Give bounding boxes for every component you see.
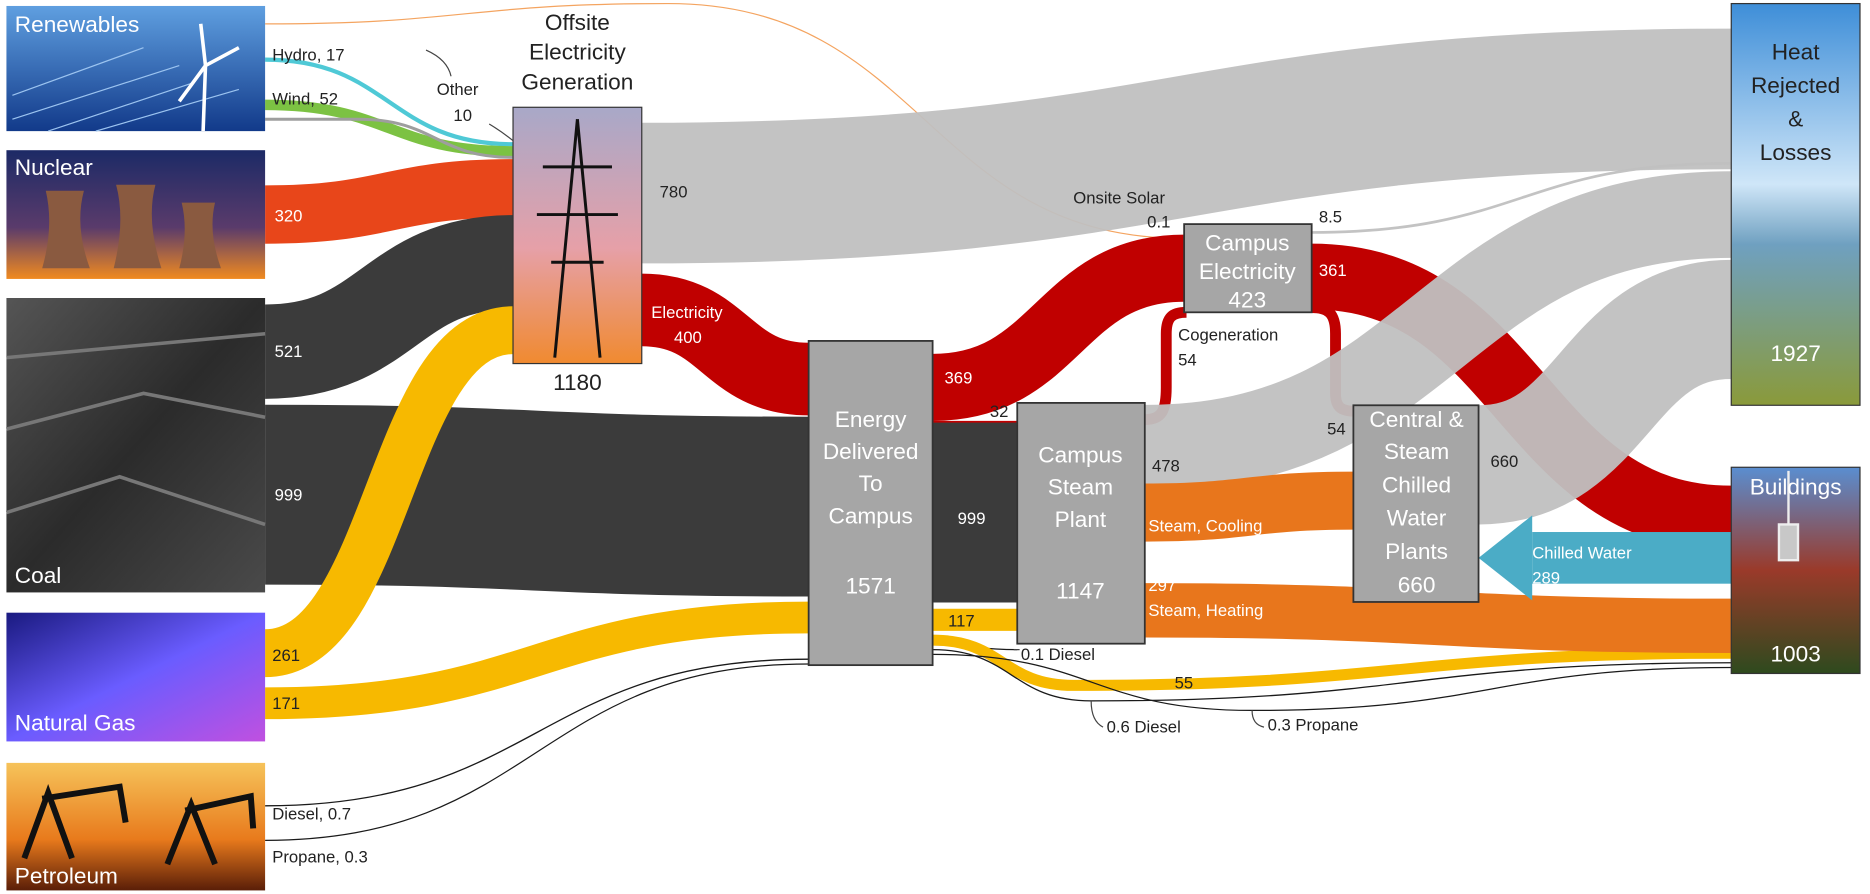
node-label: Campus: [1205, 230, 1289, 255]
source-label: Nuclear: [15, 155, 93, 180]
link-value: 999: [958, 509, 986, 528]
node-label: Plants: [1385, 539, 1448, 564]
link-value: 10: [453, 106, 472, 125]
node-label: Steam: [1384, 439, 1449, 464]
node-value: 423: [1228, 288, 1266, 313]
link-label: Chilled Water: [1532, 544, 1632, 563]
node-label: Rejected: [1751, 73, 1840, 98]
offsite-image: [513, 107, 642, 363]
node-label: Heat: [1772, 40, 1821, 65]
node-value: 1147: [1056, 578, 1105, 603]
node-label: Chilled: [1382, 472, 1451, 497]
link-value: 117: [948, 612, 975, 631]
source-label: Renewables: [15, 12, 140, 37]
link-value: 297: [1148, 576, 1176, 595]
link-value: 361: [1319, 261, 1347, 280]
node-label: Central &: [1369, 407, 1463, 432]
link-label: 0.3 Propane: [1268, 715, 1359, 734]
link-label: Steam, Cooling: [1148, 516, 1262, 535]
link-value: 32: [990, 402, 1009, 421]
node-value: 1180: [553, 370, 602, 395]
node-label: Offsite: [545, 10, 610, 35]
flow: [265, 495, 809, 507]
link-value: 400: [674, 328, 702, 347]
link-label: Electricity: [651, 303, 723, 322]
link-label: Cogeneration: [1178, 326, 1278, 345]
link-value: 478: [1152, 457, 1180, 476]
node-label: Energy: [835, 407, 907, 432]
link-value: 55: [1175, 674, 1194, 693]
node-label: Losses: [1760, 140, 1832, 165]
flow: [265, 659, 809, 806]
flow: [265, 105, 513, 151]
node-value: 660: [1398, 572, 1436, 597]
source-label: Petroleum: [15, 863, 118, 888]
page: Renewables Nuclear Coal Natural Gas Petr…: [0, 0, 1870, 894]
link-value: 0.1: [1147, 212, 1170, 231]
node-label: Steam: [1048, 475, 1113, 500]
source-label: Natural Gas: [15, 711, 136, 736]
link-value: 261: [272, 646, 300, 665]
link-value: 369: [945, 368, 973, 387]
link-value: 320: [275, 206, 303, 225]
node-label: &: [1788, 106, 1803, 131]
node-label: Electricity: [529, 40, 626, 65]
link-label: Other: [437, 80, 479, 99]
link-value: 999: [275, 485, 303, 504]
link-value: 318: [1148, 544, 1176, 563]
node-value: 1571: [845, 574, 895, 599]
flow: [1145, 501, 1354, 513]
link-label: Onsite Solar: [1073, 188, 1165, 207]
link-label: 0.1 Diesel: [1021, 645, 1095, 664]
flow: [642, 99, 1731, 193]
node-label: Water: [1387, 506, 1447, 531]
sankey-diagram: Renewables Nuclear Coal Natural Gas Petr…: [0, 0, 1870, 894]
node-label: Campus: [829, 503, 913, 528]
flows: [265, 4, 1731, 841]
arrow-head: [1479, 515, 1533, 600]
link-value: 780: [660, 183, 688, 202]
node-label: Campus: [1038, 443, 1122, 468]
link-label: 0.6 Diesel: [1107, 718, 1181, 737]
node-label: Generation: [521, 69, 633, 94]
node-label: Delivered: [823, 439, 919, 464]
link-label: Hydro, 17: [272, 45, 344, 64]
node-value: 1003: [1770, 642, 1820, 667]
link-value: 660: [1490, 452, 1518, 471]
link-label: Propane, 0.3: [272, 848, 367, 867]
link-value: 54: [1178, 351, 1197, 370]
node-label: Buildings: [1750, 475, 1842, 500]
link-label: Diesel, 0.7: [272, 805, 351, 824]
node-value: 1927: [1770, 341, 1820, 366]
node-label: Plant: [1055, 507, 1107, 532]
link-label: Wind, 52: [272, 90, 338, 109]
link-value: 54: [1327, 420, 1346, 439]
node-label: Electricity: [1199, 259, 1296, 284]
link-value: 8.5: [1319, 208, 1342, 227]
link-value: 521: [275, 342, 303, 361]
link-label: Steam, Heating: [1148, 601, 1263, 620]
link-value: 171: [272, 694, 300, 713]
source-label: Coal: [15, 563, 62, 588]
node-label: To: [859, 471, 883, 496]
link-value: 289: [1532, 569, 1560, 588]
coal-image: [6, 298, 265, 592]
